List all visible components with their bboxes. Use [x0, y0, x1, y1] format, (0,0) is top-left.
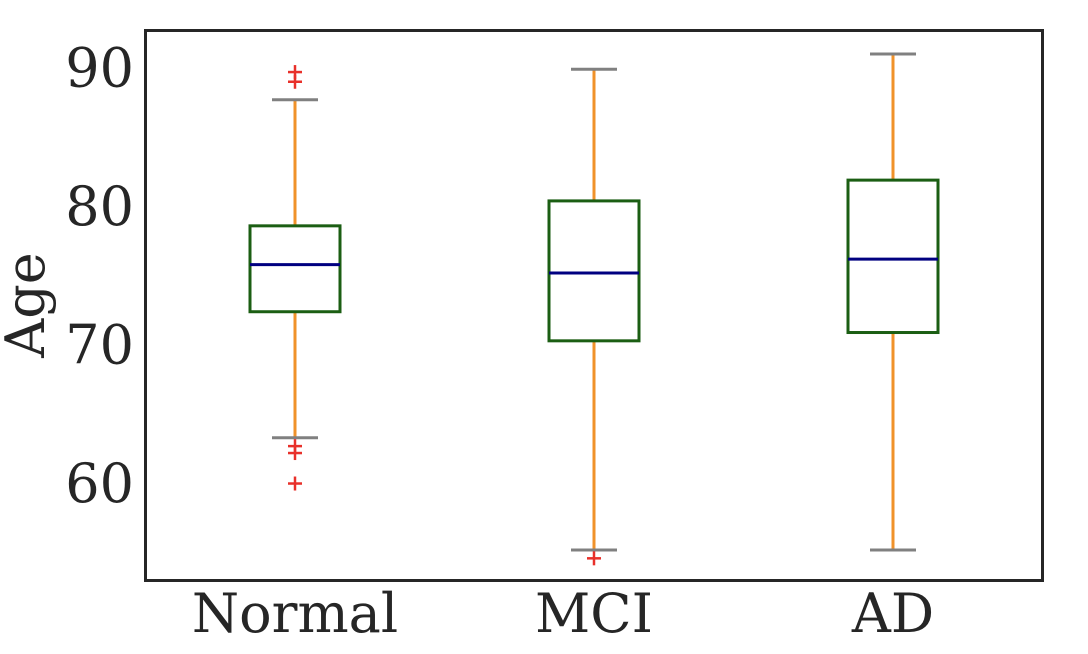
y-tick-label: 60 — [65, 452, 134, 515]
x-axis-ticks: Normal MCI AD — [192, 582, 934, 645]
x-tick-label: Normal — [192, 582, 398, 645]
y-axis-label: Age — [0, 252, 57, 359]
y-tick-label: 90 — [65, 36, 134, 99]
plot-area-frame — [144, 29, 1044, 582]
outlier-marker — [587, 551, 601, 566]
y-tick-label: 70 — [65, 313, 134, 376]
iqr-box — [547, 199, 641, 343]
outlier-marker — [288, 476, 302, 491]
x-tick-label: AD — [851, 582, 934, 645]
box-group — [846, 52, 940, 552]
outlier-marker — [288, 65, 302, 80]
y-tick-label: 80 — [65, 175, 134, 238]
outlier-marker — [288, 439, 302, 454]
iqr-box — [248, 224, 342, 314]
box-group — [248, 65, 342, 491]
x-tick-label: MCI — [535, 582, 653, 645]
iqr-box — [846, 178, 940, 335]
boxes-layer — [248, 52, 940, 566]
y-axis-ticks: 60 70 80 90 — [65, 36, 134, 515]
box-group — [547, 67, 641, 566]
